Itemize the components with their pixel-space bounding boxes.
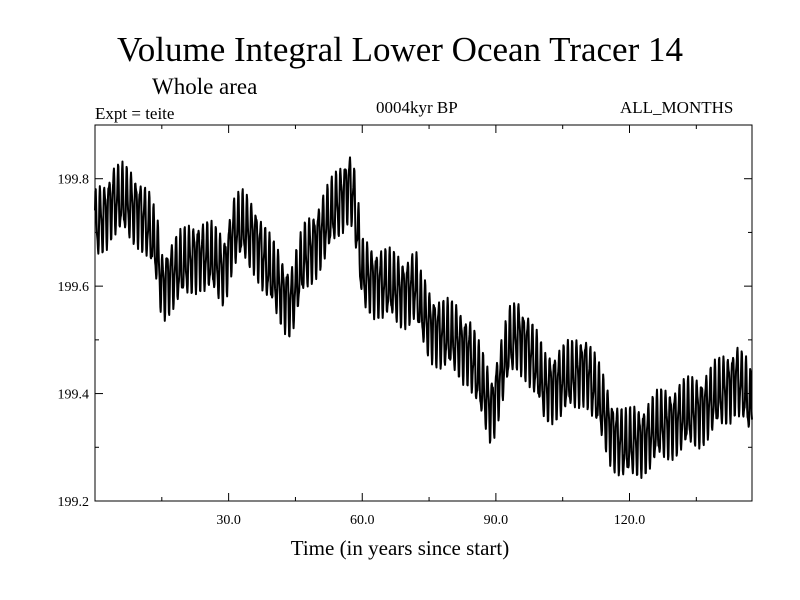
plot-frame — [94, 124, 753, 502]
chart-title: Volume Integral Lower Ocean Tracer 14 — [117, 30, 683, 69]
experiment-label: Expt = teite — [95, 104, 175, 123]
period-label: 0004kyr BP — [376, 98, 458, 117]
y-tick-label-2: 199.6 — [58, 280, 90, 295]
x-tick-label-0: 30.0 — [216, 513, 241, 528]
x-axis-label: Time (in years since start) — [290, 536, 510, 560]
series-line-0 — [94, 156, 753, 479]
y-tick-label-3: 199.8 — [58, 173, 90, 188]
chart-subtitle: Whole area — [152, 74, 258, 99]
x-tick-label-1: 60.0 — [350, 513, 375, 528]
x-tick-label-3: 120.0 — [614, 513, 646, 528]
x-tick-label-2: 90.0 — [484, 513, 509, 528]
y-tick-label-0: 199.2 — [58, 495, 90, 510]
y-tick-label-1: 199.4 — [58, 388, 90, 403]
months-label: ALL_MONTHS — [620, 98, 734, 117]
series-layer — [94, 156, 753, 479]
tick-layer: 199.2 199.4 199.6 199.8 30.0 60.0 90.0 120.0 — [58, 125, 752, 528]
